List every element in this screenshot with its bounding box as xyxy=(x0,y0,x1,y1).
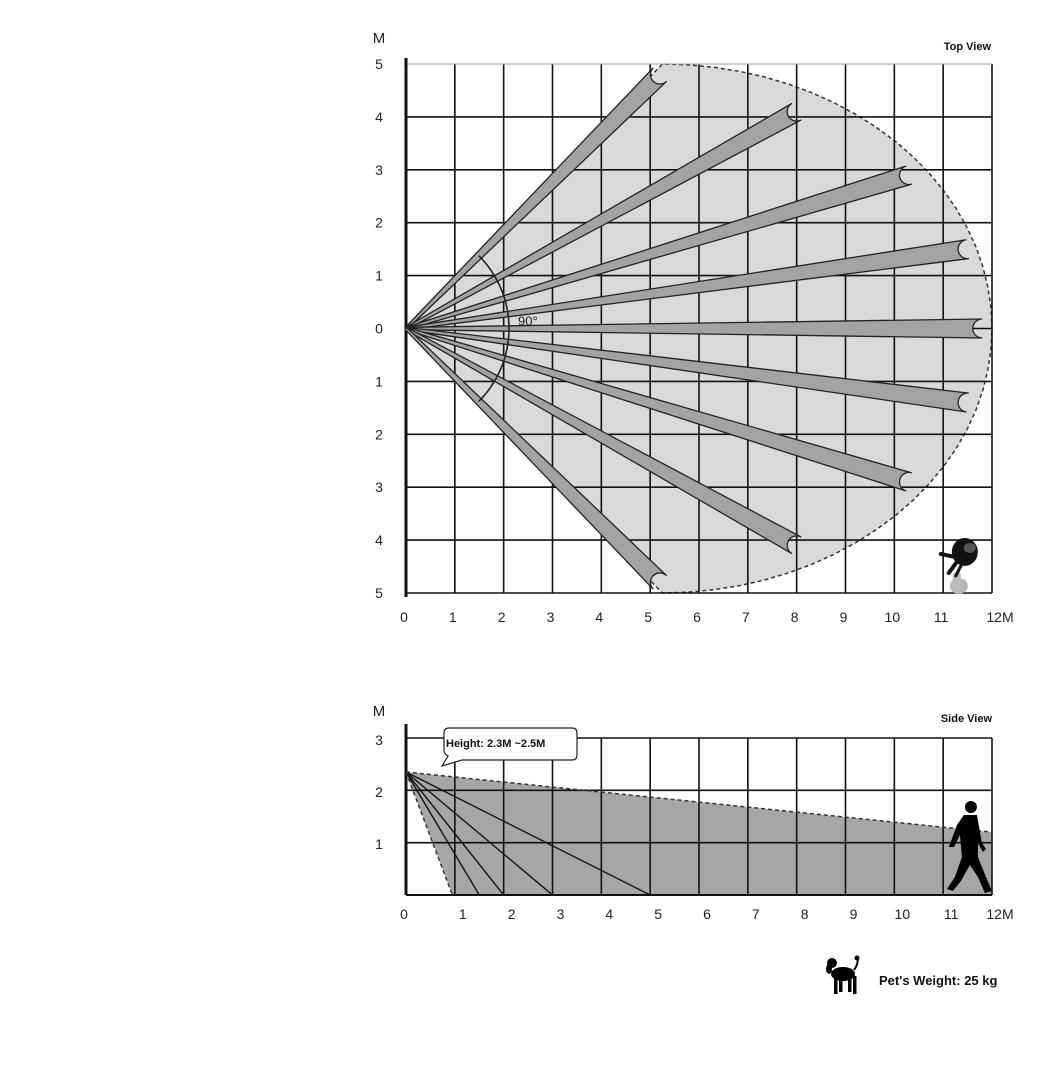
x-tick-label: 1 xyxy=(449,609,457,625)
y-tick-label: 2 xyxy=(375,784,383,800)
side-view-x-ticks: 0 1 2 3 4 5 6 7 8 9 10 11 xyxy=(400,906,959,922)
pet-leg xyxy=(938,551,957,559)
x-tick-label: 10 xyxy=(885,609,901,625)
x-tick-label: 5 xyxy=(644,609,652,625)
detection-beam xyxy=(405,239,970,331)
pet-leg xyxy=(946,559,959,575)
detection-beam xyxy=(405,326,969,413)
top-view-y-ticks: 5 4 3 2 1 0 1 2 3 4 5 xyxy=(375,56,383,601)
angle-label: 90° xyxy=(518,314,538,329)
pet-body xyxy=(963,542,976,553)
y-tick-label: 1 xyxy=(375,268,383,284)
dog-leg xyxy=(848,977,852,992)
x-tick-label: 8 xyxy=(791,609,799,625)
y-tick-label: 3 xyxy=(375,732,383,748)
top-view-title: Top View xyxy=(944,41,992,53)
x-tick-label: 2 xyxy=(508,906,516,922)
x-tick-label: 7 xyxy=(752,906,760,922)
x-tick-label: 3 xyxy=(557,906,565,922)
pet-weight-label: Pet's Weight: 25 kg xyxy=(879,973,997,988)
side-detection-rays xyxy=(405,771,651,896)
detection-beams xyxy=(404,67,983,590)
dog-leg xyxy=(839,977,843,992)
y-tick-label: 1 xyxy=(375,836,383,852)
coverage-upper-edge xyxy=(405,771,993,833)
person-body xyxy=(946,815,992,893)
x-tick-label: 9 xyxy=(840,609,848,625)
detection-beam xyxy=(404,326,802,555)
x-tick-label: 1 xyxy=(459,906,467,922)
pet-top-icon xyxy=(938,537,978,594)
detection-beam xyxy=(404,326,912,492)
y-tick-label: 5 xyxy=(375,585,383,601)
callout-text: Height: 2.3M ~2.5M xyxy=(446,738,545,750)
y-tick-label: 5 xyxy=(375,56,383,72)
top-view-x-unit-label: 12M xyxy=(986,609,1013,625)
y-tick-label: 2 xyxy=(375,426,383,442)
detection-beam xyxy=(405,318,983,339)
y-tick-label: 4 xyxy=(375,532,383,548)
x-tick-label: 4 xyxy=(605,906,613,922)
detection-beam xyxy=(404,326,668,590)
y-tick-label: 2 xyxy=(375,215,383,231)
x-tick-label: 0 xyxy=(400,906,408,922)
x-tick-label: 9 xyxy=(850,906,858,922)
top-view-y-unit: M xyxy=(373,30,386,47)
x-tick-label: 7 xyxy=(742,609,750,625)
side-view-diagram: 3 2 1 0 1 2 3 4 5 6 7 8 9 10 11 M 12M Side View Heigh… xyxy=(373,703,1014,922)
detection-beam xyxy=(404,102,802,331)
callout-bubble xyxy=(440,727,578,768)
height-callout: Height: 2.3M ~2.5M xyxy=(440,727,578,768)
angle-arc xyxy=(478,255,510,402)
y-tick-label: 1 xyxy=(375,373,383,389)
detection-ray xyxy=(405,771,553,896)
x-tick-label: 10 xyxy=(895,906,911,922)
dog-leg xyxy=(853,976,857,994)
y-tick-label: 3 xyxy=(375,162,383,178)
detection-ray xyxy=(405,771,505,896)
x-tick-label: 11 xyxy=(944,906,959,922)
detection-beam xyxy=(404,165,912,331)
side-view-y-unit: M xyxy=(373,703,386,720)
y-tick-label: 3 xyxy=(375,479,383,495)
y-tick-label: 0 xyxy=(375,321,383,337)
x-tick-label: 6 xyxy=(693,609,701,625)
detection-ray xyxy=(405,771,651,896)
detection-beam xyxy=(404,67,668,331)
dog-ear xyxy=(826,964,832,974)
y-tick-label: 4 xyxy=(375,109,383,125)
pet-leg xyxy=(954,562,964,578)
walking-person-icon xyxy=(946,801,992,893)
side-view-x-unit-label: 12M xyxy=(986,906,1013,922)
x-tick-label: 3 xyxy=(547,609,555,625)
top-view-x-ticks: 0 1 2 3 4 5 6 7 8 9 10 11 xyxy=(400,609,949,625)
x-tick-label: 8 xyxy=(801,906,809,922)
x-tick-label: 0 xyxy=(400,609,408,625)
side-view-y-ticks: 3 2 1 xyxy=(375,732,383,852)
pet-weight-legend: Pet's Weight: 25 kg xyxy=(826,955,997,994)
side-view-title: Side View xyxy=(941,713,993,725)
dog-icon xyxy=(826,955,860,994)
coverage-lower-edge xyxy=(405,771,454,896)
person-head xyxy=(964,801,977,813)
detection-ray xyxy=(405,771,480,896)
dog-leg xyxy=(834,977,838,994)
x-tick-label: 2 xyxy=(498,609,506,625)
dog-tail-pom xyxy=(854,955,860,961)
x-tick-label: 4 xyxy=(595,609,603,625)
x-tick-label: 6 xyxy=(703,906,711,922)
x-tick-label: 5 xyxy=(654,906,662,922)
x-tick-label: 11 xyxy=(934,609,949,625)
